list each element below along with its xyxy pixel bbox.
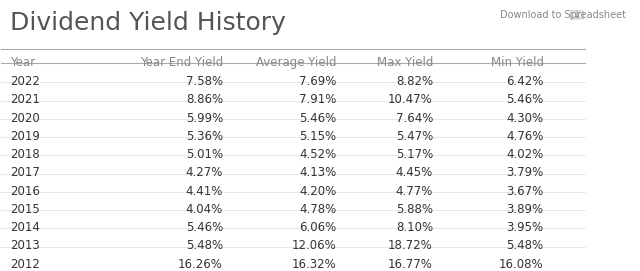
Text: 5.48%: 5.48% <box>186 239 223 252</box>
Text: 2022: 2022 <box>10 75 40 88</box>
Text: 2013: 2013 <box>10 239 40 252</box>
Text: 3.67%: 3.67% <box>506 185 544 198</box>
Text: 2021: 2021 <box>10 93 40 107</box>
Text: Year: Year <box>10 56 35 69</box>
Text: 4.27%: 4.27% <box>186 166 223 179</box>
Text: 16.08%: 16.08% <box>499 258 544 271</box>
Text: 7.58%: 7.58% <box>186 75 223 88</box>
Text: 8.10%: 8.10% <box>396 221 433 234</box>
Text: 5.99%: 5.99% <box>186 112 223 125</box>
Text: Dividend Yield History: Dividend Yield History <box>10 11 286 36</box>
Text: 5.88%: 5.88% <box>396 203 433 216</box>
Text: 6.42%: 6.42% <box>506 75 544 88</box>
Text: 4.02%: 4.02% <box>506 148 544 161</box>
Text: 4.78%: 4.78% <box>300 203 337 216</box>
Text: Download to Spreadsheet: Download to Spreadsheet <box>500 10 626 20</box>
Text: 5.46%: 5.46% <box>506 93 544 107</box>
Text: 4.20%: 4.20% <box>300 185 337 198</box>
Text: 7.64%: 7.64% <box>396 112 433 125</box>
Text: 2014: 2014 <box>10 221 40 234</box>
Text: 8.86%: 8.86% <box>186 93 223 107</box>
Text: 7.91%: 7.91% <box>300 93 337 107</box>
Text: 3.95%: 3.95% <box>507 221 544 234</box>
Text: 2020: 2020 <box>10 112 40 125</box>
Text: 8.82%: 8.82% <box>396 75 433 88</box>
Text: 6.06%: 6.06% <box>300 221 337 234</box>
Text: 2015: 2015 <box>10 203 40 216</box>
FancyBboxPatch shape <box>570 11 584 19</box>
Text: 16.26%: 16.26% <box>178 258 223 271</box>
Text: 5.46%: 5.46% <box>186 221 223 234</box>
Text: Average Yield: Average Yield <box>256 56 337 69</box>
Text: 4.04%: 4.04% <box>186 203 223 216</box>
Text: 3.89%: 3.89% <box>507 203 544 216</box>
Text: 4.13%: 4.13% <box>300 166 337 179</box>
Text: 10.47%: 10.47% <box>388 93 433 107</box>
Text: Max Yield: Max Yield <box>376 56 433 69</box>
Text: Year End Yield: Year End Yield <box>140 56 223 69</box>
Text: 5.46%: 5.46% <box>300 112 337 125</box>
Text: 4.45%: 4.45% <box>396 166 433 179</box>
Text: 4.30%: 4.30% <box>507 112 544 125</box>
Text: 2017: 2017 <box>10 166 40 179</box>
Text: ↓: ↓ <box>573 10 581 20</box>
Text: 4.76%: 4.76% <box>506 130 544 143</box>
Text: 4.77%: 4.77% <box>396 185 433 198</box>
Text: 5.15%: 5.15% <box>300 130 337 143</box>
Text: 5.01%: 5.01% <box>186 148 223 161</box>
Text: 2016: 2016 <box>10 185 40 198</box>
Text: 5.48%: 5.48% <box>507 239 544 252</box>
Text: 2018: 2018 <box>10 148 40 161</box>
Text: 2019: 2019 <box>10 130 40 143</box>
Text: Min Yield: Min Yield <box>491 56 544 69</box>
Text: 3.79%: 3.79% <box>506 166 544 179</box>
Text: 2012: 2012 <box>10 258 40 271</box>
Text: 4.41%: 4.41% <box>186 185 223 198</box>
Text: 7.69%: 7.69% <box>300 75 337 88</box>
Text: 5.17%: 5.17% <box>396 148 433 161</box>
Text: 5.47%: 5.47% <box>396 130 433 143</box>
Text: 5.36%: 5.36% <box>186 130 223 143</box>
Text: 4.52%: 4.52% <box>300 148 337 161</box>
Text: 12.06%: 12.06% <box>292 239 337 252</box>
Text: 16.32%: 16.32% <box>292 258 337 271</box>
Text: 16.77%: 16.77% <box>388 258 433 271</box>
Text: 18.72%: 18.72% <box>388 239 433 252</box>
